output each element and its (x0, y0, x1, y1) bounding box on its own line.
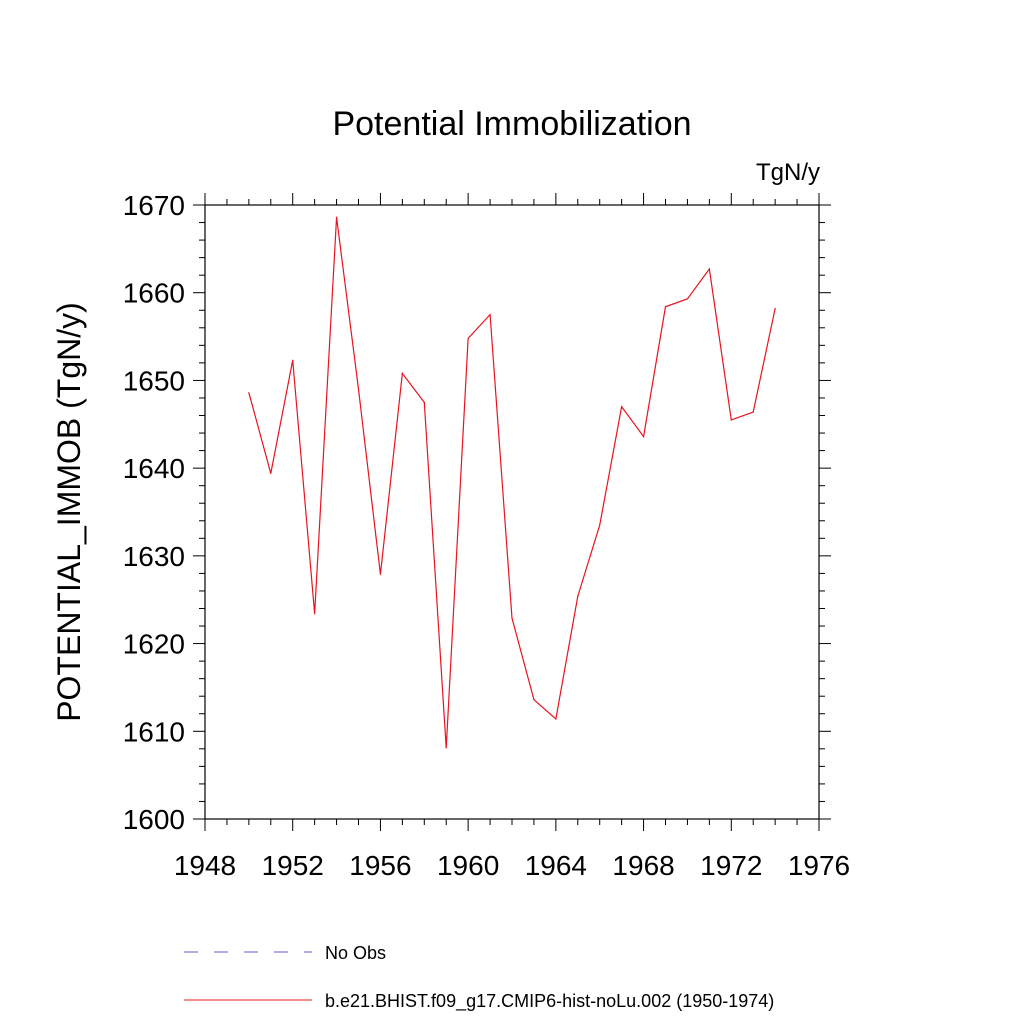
x-tick-label: 1952 (262, 850, 324, 881)
data-point (248, 392, 250, 394)
data-point (774, 307, 776, 310)
x-tick-label: 1956 (349, 850, 411, 881)
y-tick-label: 1600 (123, 804, 185, 835)
y-tick-label: 1640 (123, 453, 185, 484)
y-tick-labels: 1600 1610 1620 1630 1640 1650 1660 1670 (123, 190, 185, 835)
data-point (379, 573, 382, 575)
x-tick-label: 1976 (788, 850, 850, 881)
data-point (423, 401, 425, 403)
legend-label: b.e21.BHIST.f09_g17.CMIP6-hist-noLu.002 … (325, 991, 774, 1012)
data-point (577, 595, 579, 597)
chart-title: Potential Immobilization (332, 105, 691, 143)
data-point (555, 718, 557, 720)
data-point (489, 314, 491, 316)
axis-ticks (193, 193, 831, 831)
units-label: TgN/y (756, 159, 820, 186)
data-point (401, 372, 403, 375)
x-tick-label: 1964 (525, 850, 587, 881)
data-point (511, 617, 513, 619)
data-point (533, 699, 535, 701)
series-line-1 (248, 217, 776, 748)
plot-frame (204, 204, 820, 820)
y-tick-label: 1660 (123, 278, 185, 309)
x-tick-labels: 1948 1952 1956 1960 1964 1968 1972 1976 (174, 850, 850, 881)
data-point (752, 411, 754, 413)
data-point (357, 388, 360, 390)
y-tick-label: 1630 (123, 541, 185, 572)
x-tick-label: 1948 (174, 850, 236, 881)
y-tick-label: 1610 (123, 716, 185, 747)
legend: No Obs b.e21.BHIST.f09_g17.CMIP6-hist-noL… (184, 943, 774, 1012)
data-point (292, 359, 294, 361)
data-point (445, 747, 447, 749)
data-point (664, 306, 667, 308)
data-point (708, 268, 710, 270)
x-tick-label: 1968 (612, 850, 674, 881)
y-tick-label: 1670 (123, 190, 185, 221)
series-lines (248, 216, 776, 749)
data-point (642, 435, 645, 438)
data-point (599, 524, 601, 526)
data-point (314, 613, 316, 615)
y-tick-label: 1650 (123, 365, 185, 396)
legend-label: No Obs (325, 943, 386, 963)
data-point (335, 216, 338, 218)
data-point (467, 337, 469, 339)
data-point (270, 472, 272, 475)
y-tick-label: 1620 (123, 629, 185, 660)
data-point (621, 406, 623, 408)
x-tick-label: 1972 (700, 850, 762, 881)
y-axis-label: POTENTIAL_IMMOB (TgN/y) (51, 302, 87, 722)
data-point (730, 419, 732, 421)
data-point (686, 298, 689, 300)
x-tick-label: 1960 (437, 850, 499, 881)
